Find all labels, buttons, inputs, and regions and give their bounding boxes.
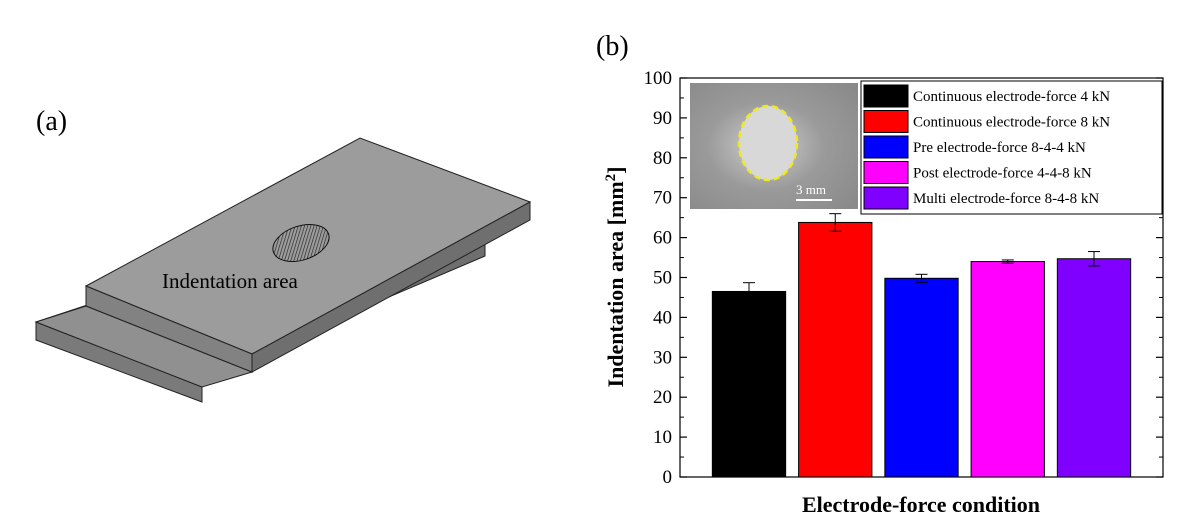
legend-swatch: [863, 84, 909, 108]
x-axis-title: Electrode-force condition: [802, 492, 1040, 517]
bar: [798, 221, 873, 478]
bar: [884, 277, 959, 478]
legend-label: Post electrode-force 4-4-8 kN: [913, 166, 1092, 182]
panel-b-label: (b): [596, 31, 629, 62]
y-tick-label: 80: [653, 148, 672, 169]
plate-illustration: (a) Indentation area: [34, 106, 532, 403]
top-plate-side-face: [251, 201, 531, 373]
y-tick-label: 90: [653, 108, 672, 129]
legend: Continuous electrode-force 4 kN Continuou…: [860, 80, 1163, 215]
bar: [970, 261, 1045, 478]
panel-a-label: (a): [36, 106, 67, 137]
inset-scale-label: 3 mm: [796, 182, 826, 197]
indentation-mark: [272, 224, 330, 262]
y-tick-label: 100: [644, 68, 673, 89]
legend-label: Multi electrode-force 8-4-8 kN: [913, 191, 1099, 207]
y-tick-label: 40: [653, 307, 672, 328]
bar: [1056, 258, 1132, 478]
y-tick-label: 30: [653, 347, 672, 368]
bar: [711, 290, 787, 478]
indentation-annotation: Indentation area: [162, 269, 299, 293]
y-tick-label: 0: [663, 467, 673, 488]
bars: [711, 213, 1132, 478]
legend-label: Continuous electrode-force 8 kN: [913, 115, 1110, 131]
y-tick-label: 70: [653, 188, 672, 209]
legend-swatch: [863, 161, 909, 184]
legend-label: Pre electrode-force 8-4-4 kN: [913, 140, 1086, 156]
y-tick-label: 20: [653, 387, 672, 408]
legend-swatch: [863, 135, 909, 159]
legend-label: Continuous electrode-force 4 kN: [913, 89, 1110, 105]
y-axis: 0 10 20 30 40 50 60 70 80 90 100: [644, 68, 1163, 488]
y-tick-label: 60: [653, 228, 672, 249]
legend-swatch: [863, 186, 909, 210]
legend-swatch: [863, 110, 909, 133]
y-axis-title: Indentation area [mm2]: [603, 167, 628, 388]
y-tick-label: 50: [653, 268, 672, 289]
y-tick-label: 10: [653, 427, 672, 448]
inset-photo: 3 mm: [690, 83, 858, 209]
